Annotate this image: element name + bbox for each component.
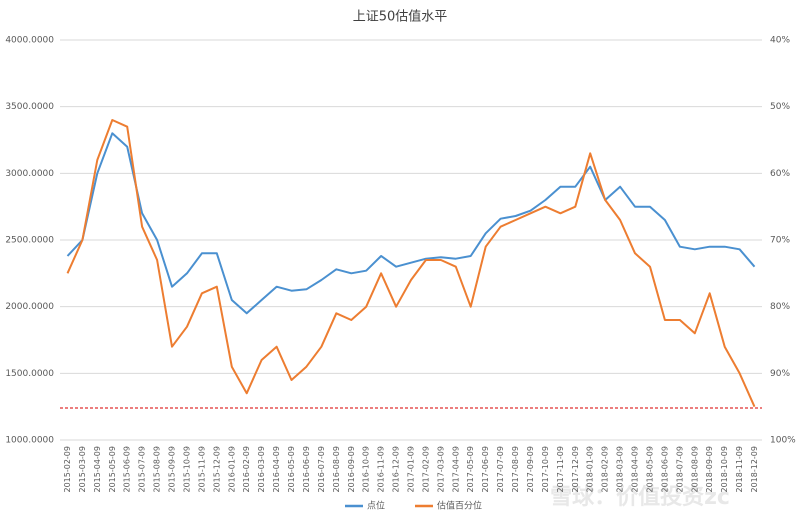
series-line: [66, 132, 756, 315]
x-tick-label: 2016-02-09: [242, 446, 251, 493]
y-tick-label: 1500.0000: [5, 369, 54, 379]
x-tick-label: 2016-11-09: [377, 446, 386, 493]
watermark: 雪球：价值投资zc: [550, 484, 730, 510]
series-line: [66, 119, 756, 408]
x-tick-label: 2016-05-09: [287, 446, 296, 493]
x-tick-label: 2016-06-09: [302, 446, 311, 493]
x-tick-label: 2017-06-09: [481, 446, 490, 493]
x-tick-label: 2017-11-09: [556, 446, 565, 493]
y-tick-label: 2500.0000: [5, 236, 54, 246]
x-tick-label: 2018-11-09: [735, 446, 744, 493]
y2-tick-label: 70%: [770, 236, 790, 246]
x-tick-label: 2016-03-09: [257, 446, 266, 493]
x-tick-label: 2016-04-09: [272, 446, 281, 493]
x-tick-label: 2015-02-09: [63, 446, 72, 493]
y-tick-label: 1000.0000: [5, 436, 54, 446]
x-tick-label: 2018-07-09: [675, 446, 684, 493]
x-tick-label: 2017-10-09: [541, 446, 550, 493]
x-tick-label: 2018-01-09: [586, 446, 595, 493]
x-tick-label: 2017-09-09: [526, 446, 535, 493]
x-tick-label: 2018-05-09: [645, 446, 654, 493]
x-tick-label: 2018-04-09: [631, 446, 640, 493]
legend-label: 点位: [367, 500, 385, 512]
y2-tick-label: 40%: [770, 36, 790, 46]
x-tick-label: 2017-04-09: [451, 446, 460, 493]
x-tick-label: 2017-03-09: [436, 446, 445, 493]
x-tick-label: 2015-08-09: [153, 446, 162, 493]
x-tick-label: 2017-01-09: [407, 446, 416, 493]
y2-tick-label: 100%: [770, 436, 796, 446]
x-tick-label: 2015-12-09: [212, 446, 221, 493]
x-tick-label: 2018-09-09: [705, 446, 714, 493]
x-tick-label: 2018-08-09: [690, 446, 699, 493]
x-tick-label: 2018-06-09: [660, 446, 669, 493]
y2-tick-label: 90%: [770, 369, 790, 379]
x-tick-label: 2016-01-09: [227, 446, 236, 493]
x-tick-label: 2017-12-09: [571, 446, 580, 493]
y-tick-label: 3500.0000: [5, 102, 54, 112]
y-tick-label: 2000.0000: [5, 302, 54, 312]
x-tick-label: 2015-09-09: [168, 446, 177, 493]
x-tick-label: 2017-08-09: [511, 446, 520, 493]
y2-tick-label: 80%: [770, 302, 790, 312]
x-tick-label: 2015-04-09: [93, 446, 102, 493]
x-tick-label: 2017-07-09: [496, 446, 505, 493]
chart-title: 上证50估值水平: [353, 9, 448, 25]
y2-tick-label: 50%: [770, 102, 790, 112]
x-tick-label: 2015-06-09: [123, 446, 132, 493]
x-tick-label: 2015-03-09: [78, 446, 87, 493]
x-tick-label: 2015-11-09: [197, 446, 206, 493]
x-tick-label: 2018-12-09: [750, 446, 759, 493]
x-tick-label: 2016-12-09: [392, 446, 401, 493]
y-tick-label: 4000.0000: [5, 36, 54, 46]
y2-tick-label: 60%: [770, 169, 790, 179]
x-tick-label: 2017-05-09: [466, 446, 475, 493]
y-tick-label: 3000.0000: [5, 169, 54, 179]
x-tick-label: 2015-10-09: [182, 446, 191, 493]
x-tick-label: 2017-02-09: [421, 446, 430, 493]
x-tick-label: 2018-03-09: [616, 446, 625, 493]
x-tick-label: 2016-09-09: [347, 446, 356, 493]
x-tick-label: 2018-02-09: [601, 446, 610, 493]
x-tick-label: 2016-08-09: [332, 446, 341, 493]
x-tick-label: 2018-10-09: [720, 446, 729, 493]
x-tick-label: 2015-05-09: [108, 446, 117, 493]
x-tick-label: 2016-07-09: [317, 446, 326, 493]
x-tick-label: 2015-07-09: [138, 446, 147, 493]
x-tick-label: 2016-10-09: [362, 446, 371, 493]
legend-label: 估值百分位: [437, 500, 482, 512]
